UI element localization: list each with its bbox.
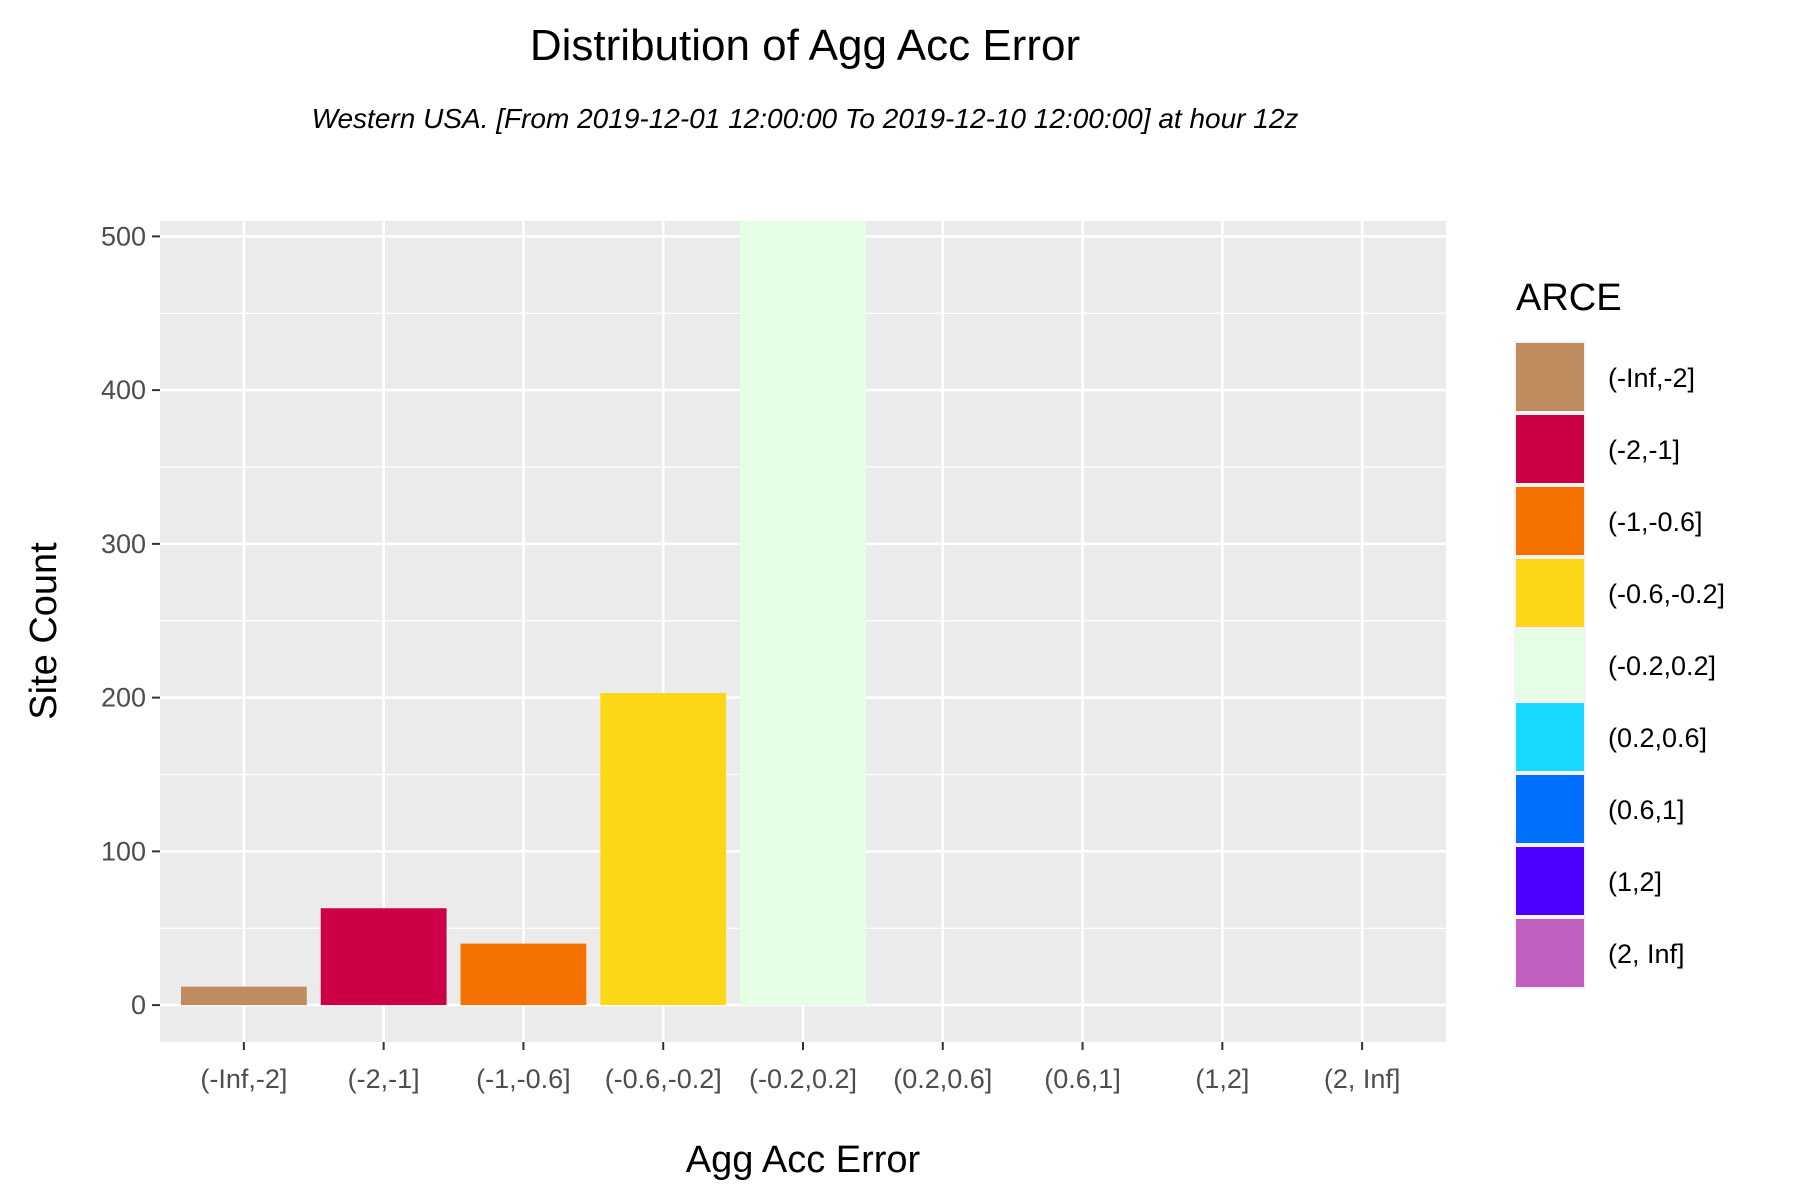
legend-title: ARCE — [1516, 277, 1622, 319]
y-tick-label: 500 — [101, 221, 146, 251]
legend-swatch — [1516, 775, 1584, 843]
legend-label: (1,2] — [1608, 867, 1662, 897]
x-axis-title: Agg Acc Error — [686, 1139, 921, 1181]
x-tick-label: (-1,-0.6] — [476, 1064, 571, 1094]
legend-label: (0.2,0.6] — [1608, 723, 1707, 753]
x-tick-label: (0.6,1] — [1044, 1064, 1121, 1094]
legend-swatch — [1516, 847, 1584, 915]
legend-label: (-0.2,0.2] — [1608, 651, 1716, 681]
bars — [180, 221, 866, 1006]
y-tick-label: 400 — [101, 375, 146, 405]
x-tick-label: (-Inf,-2] — [200, 1064, 287, 1094]
x-tick-label: (2, Inf] — [1324, 1064, 1401, 1094]
bar — [320, 908, 447, 1006]
x-tick-label: (-0.2,0.2] — [749, 1064, 857, 1094]
y-tick-label: 100 — [101, 836, 146, 866]
legend-swatch — [1516, 415, 1584, 483]
x-tick-label: (-0.6,-0.2] — [605, 1064, 722, 1094]
legend-label: (-Inf,-2] — [1608, 363, 1695, 393]
bar — [180, 986, 307, 1006]
legend: ARCE (-Inf,-2] (-2,-1] (-1,-0.6] (-0.6,-0.2… — [1514, 277, 1725, 989]
legend-swatch — [1516, 631, 1584, 699]
y-axis-title: Site Count — [23, 542, 65, 720]
bar — [600, 692, 727, 1006]
x-tick-label: (0.2,0.6] — [893, 1064, 992, 1094]
legend-swatch — [1516, 919, 1584, 987]
chart-title: Distribution of Agg Acc Error — [530, 21, 1080, 70]
legend-label: (-2,-1] — [1608, 435, 1680, 465]
legend-swatch — [1516, 703, 1584, 771]
x-tick-label: (1,2] — [1195, 1064, 1249, 1094]
legend-swatch — [1516, 559, 1584, 627]
legend-label: (2, Inf] — [1608, 939, 1685, 969]
legend-label: (0.6,1] — [1608, 795, 1685, 825]
bar — [740, 221, 866, 1006]
legend-label: (-0.6,-0.2] — [1608, 579, 1725, 609]
legend-swatch — [1516, 487, 1584, 555]
chart-subtitle: Western USA. [From 2019-12-01 12:00:00 T… — [312, 103, 1299, 134]
y-tick-label: 0 — [131, 990, 146, 1020]
x-tick-label: (-2,-1] — [348, 1064, 420, 1094]
legend-label: (-1,-0.6] — [1608, 507, 1703, 537]
legend-swatch — [1516, 343, 1584, 411]
x-axis: (-Inf,-2] (-2,-1] (-1,-0.6] (-0.6,-0.2] (-0.… — [200, 1042, 1400, 1094]
y-tick-label: 200 — [101, 683, 146, 713]
bar — [460, 943, 587, 1006]
y-tick-label: 300 — [101, 529, 146, 559]
y-axis: 0 100 200 300 400 500 — [101, 221, 160, 1020]
